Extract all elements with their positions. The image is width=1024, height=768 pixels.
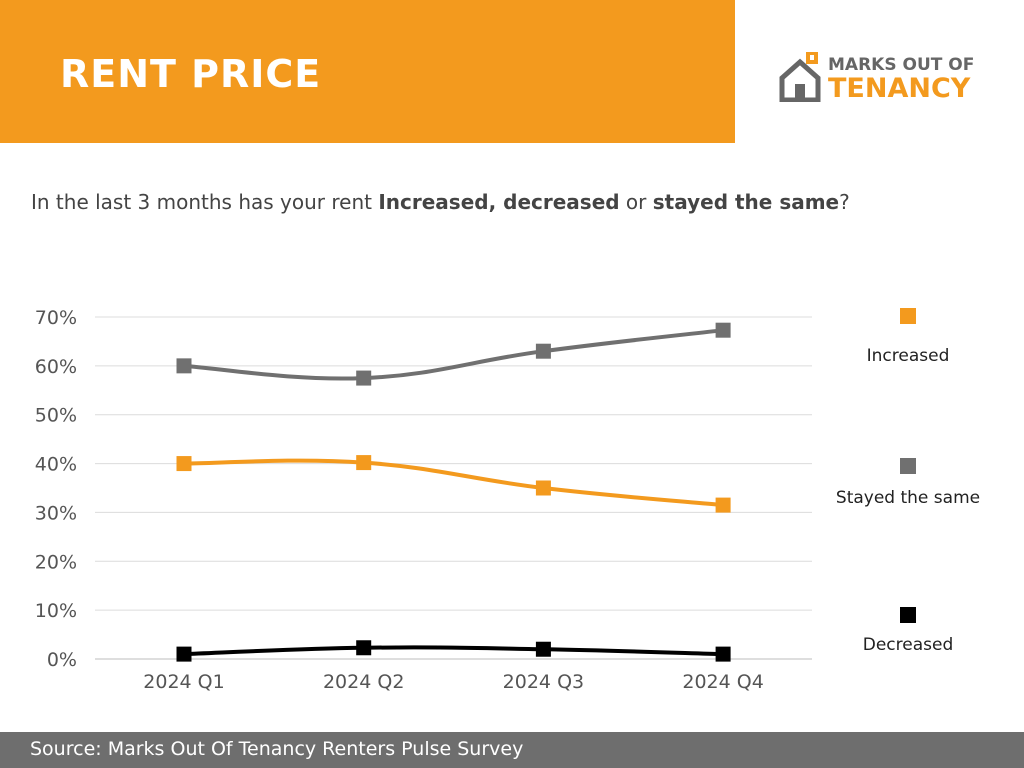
question-bold-1: Increased, decreased [378, 190, 620, 214]
y-tick-label: 20% [35, 551, 77, 573]
x-tick-label: 2024 Q1 [143, 671, 224, 693]
line-chart: 0% 10% 20% 30% 40% 50% 60% 70% 2024 Q1 2024 Q2 202… [35, 307, 812, 693]
x-tick-label: 2024 Q3 [503, 671, 584, 693]
source-note: Source: Marks Out Of Tenancy Renters Pul… [30, 738, 524, 760]
data-point-decreased [356, 640, 372, 656]
data-point-stayed-the-same [535, 343, 551, 359]
data-point-stayed-the-same [356, 370, 372, 386]
data-point-decreased [715, 646, 731, 662]
series-line-stayed-the-same [182, 328, 726, 381]
data-point-increased [356, 455, 372, 471]
brand-logo: MARKS OUT OF TENANCY [778, 52, 993, 104]
data-point-increased [535, 480, 551, 496]
legend-marker-decreased [900, 607, 916, 623]
question-text-3: ? [839, 190, 850, 214]
survey-question: In the last 3 months has your rent Incre… [31, 190, 850, 214]
data-point-stayed-the-same [176, 358, 192, 374]
series-line-decreased [182, 645, 726, 657]
question-text-2: or [619, 190, 653, 214]
y-tick-label: 30% [35, 502, 77, 524]
data-point-increased [176, 456, 192, 472]
question-text-1: In the last 3 months has your rent [31, 190, 379, 214]
legend-marker-increased [900, 308, 916, 324]
data-point-decreased [176, 646, 192, 662]
x-tick-label: 2024 Q2 [323, 671, 404, 693]
footer-band: Source: Marks Out Of Tenancy Renters Pul… [0, 732, 1024, 768]
y-tick-label: 40% [35, 454, 77, 476]
legend-marker-stayed-the-same [900, 458, 916, 474]
legend-label-decreased: Decreased [862, 635, 954, 655]
logo-text-top: MARKS OUT OF [828, 55, 975, 75]
data-point-decreased [535, 641, 551, 657]
legend-label-increased: Increased [866, 346, 950, 366]
y-tick-label: 70% [35, 307, 77, 329]
y-tick-label: 60% [35, 356, 77, 378]
data-point-increased [715, 497, 731, 513]
y-tick-label: 50% [35, 405, 77, 427]
page-title: RENT PRICE [60, 52, 322, 96]
y-tick-label: 0% [47, 649, 77, 671]
question-bold-2: stayed the same [652, 190, 840, 214]
x-tick-label: 2024 Q4 [682, 671, 763, 693]
logo-text-bottom: TENANCY [828, 73, 971, 104]
data-point-stayed-the-same [715, 322, 731, 338]
header-band: RENT PRICE [0, 0, 735, 143]
y-tick-label: 10% [35, 600, 77, 622]
legend-label-stayed-the-same: Stayed the same [835, 488, 981, 508]
series-line-increased [182, 458, 726, 508]
house-icon [779, 52, 821, 102]
